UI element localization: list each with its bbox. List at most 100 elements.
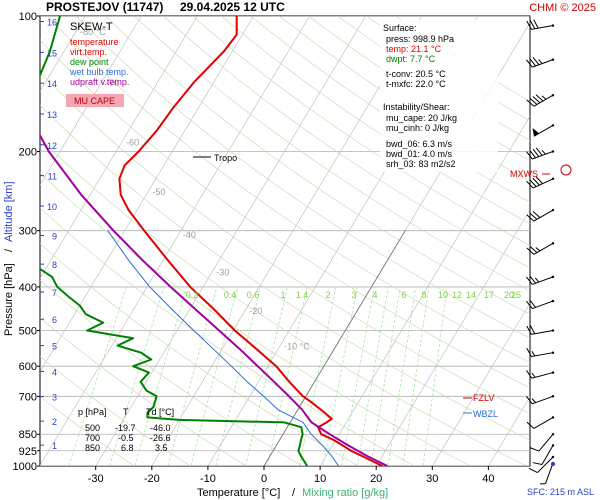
mixing-ratio-line	[68, 286, 127, 466]
isotherm-line	[432, 302, 530, 466]
mixing-ratio-label: 4	[372, 290, 377, 300]
x-axis-slash: /	[292, 487, 296, 499]
x-tick-label: 40	[482, 473, 494, 485]
isotherm-label: -20	[249, 306, 262, 316]
isotherm-line	[40, 16, 310, 466]
dry-adiabat-line	[75, 16, 530, 339]
wind-barb-flag	[526, 325, 532, 335]
wind-barb	[526, 347, 555, 357]
tropo-label: Tropo	[214, 153, 237, 163]
surface-tconv: t-conv: 20.5 °C	[386, 69, 446, 79]
x-tick-label: -20	[144, 473, 160, 485]
mixing-ratio-label: 20	[504, 290, 514, 300]
mixing-ratio-line	[357, 286, 389, 466]
mixing-ratio-line	[134, 286, 188, 466]
wind-barb-flag	[529, 58, 537, 67]
y-tick-label: 600	[19, 361, 37, 373]
mixing-ratio-line	[167, 286, 218, 466]
wind-barb-dot	[551, 150, 555, 153]
table-row: -46.0	[150, 423, 171, 433]
wind-barb-flag	[533, 19, 539, 29]
table-header-td: Td [°C]	[146, 407, 174, 417]
legend-updraft: udpraft v.temp.	[70, 77, 129, 87]
mu-cape-badge-bg	[66, 94, 124, 107]
wind-barb-staff	[538, 433, 554, 452]
wind-barb	[529, 433, 555, 452]
wind-barb	[528, 455, 555, 474]
wind-barb-flag	[526, 370, 533, 379]
table-row: 3.5	[155, 443, 168, 453]
dry-adiabat-line	[40, 138, 527, 466]
wind-barb-half	[541, 95, 547, 100]
mxws-label: MXWS	[510, 169, 538, 179]
srh03-value: srh_03: 83 m2/s2	[386, 159, 456, 169]
wind-barb-flag	[526, 180, 534, 189]
wind-barb-flag	[526, 214, 535, 222]
wind-barb	[526, 242, 555, 255]
mixing-ratio-line	[387, 286, 417, 466]
y-tick-label: 1000	[13, 461, 37, 473]
wind-barb	[526, 416, 555, 429]
dry-adiabat-line	[133, 16, 530, 292]
isotherm-label: -40	[183, 230, 196, 240]
wind-barb-dot	[551, 208, 555, 212]
table-row: -0.5	[118, 433, 134, 443]
y-tick-label: 100	[19, 11, 37, 23]
km-tick-label: 1	[52, 441, 57, 451]
mixing-ratio-label: 10	[438, 290, 448, 300]
table-row: 850	[85, 443, 100, 453]
mixing-ratio-line	[245, 286, 288, 466]
km-tick-label: 4	[52, 367, 57, 377]
dry-adiabat-line	[221, 16, 530, 225]
wind-barb-flag	[529, 212, 538, 220]
mixing-ratio-line	[109, 286, 165, 466]
wind-barb-dot	[551, 177, 555, 180]
table-row: -19.7	[115, 423, 136, 433]
mixing-ratio-line	[370, 286, 401, 466]
surface-title: Surface:	[383, 23, 417, 33]
km-tick-label: 13	[47, 110, 57, 120]
wind-barb-staff	[532, 150, 554, 160]
wind-barb-flag	[535, 147, 543, 156]
mixing-ratio-label: 0.6	[247, 290, 260, 300]
wind-barb-flag	[529, 179, 537, 187]
wind-barb-flag	[532, 96, 541, 104]
wind-barb-dot	[551, 444, 555, 447]
levels-table: p [hPa] T Td [°C] 500 -19.7 -46.0 700 -0…	[78, 407, 174, 453]
legend-dew-point: dew point	[70, 57, 109, 67]
wind-barb-staff	[532, 276, 554, 285]
wind-barb-half	[540, 483, 546, 485]
surface-panel: Surface: press: 998.9 hPa temp: 21.1 °C …	[380, 20, 498, 172]
wind-barb-dot	[551, 24, 555, 27]
isotherm-label: -30	[216, 268, 229, 278]
wind-barb-staff	[531, 352, 554, 357]
wind-barb-staff	[532, 395, 554, 405]
wind-barb-staff	[532, 59, 554, 68]
wind-barb-half	[534, 277, 540, 283]
y-tick-label: 500	[19, 326, 37, 338]
y-tick-label: 850	[19, 429, 37, 441]
mixing-ratio-label: 12	[452, 290, 462, 300]
datetime-title: 29.04.2025 12 UTC	[180, 0, 285, 14]
wind-barb-flag	[529, 20, 536, 29]
wind-barb	[532, 124, 555, 137]
isotherm-line	[375, 209, 530, 466]
mixing-ratio-label: 1	[280, 290, 285, 300]
wind-barb	[526, 94, 555, 107]
y-tick-label: 925	[19, 446, 37, 458]
km-tick-label: 6	[52, 315, 57, 325]
wind-barb	[532, 444, 555, 465]
wind-barb-staff	[537, 456, 554, 473]
wind-barb-half	[535, 247, 541, 252]
km-tick-label: 12	[47, 141, 57, 151]
mixing-ratio-label: 0.2	[186, 290, 199, 300]
isotherm-label: -50	[152, 187, 165, 197]
mixing-ratio-label: 6	[401, 290, 406, 300]
x-tick-label: 20	[370, 473, 382, 485]
wind-barb-staff	[533, 94, 554, 107]
wind-barb-dot	[551, 58, 555, 61]
wind-barb-staff	[532, 178, 554, 189]
mixing-ratio-label: 0.4	[224, 290, 237, 300]
km-tick-label: 3	[52, 393, 57, 403]
